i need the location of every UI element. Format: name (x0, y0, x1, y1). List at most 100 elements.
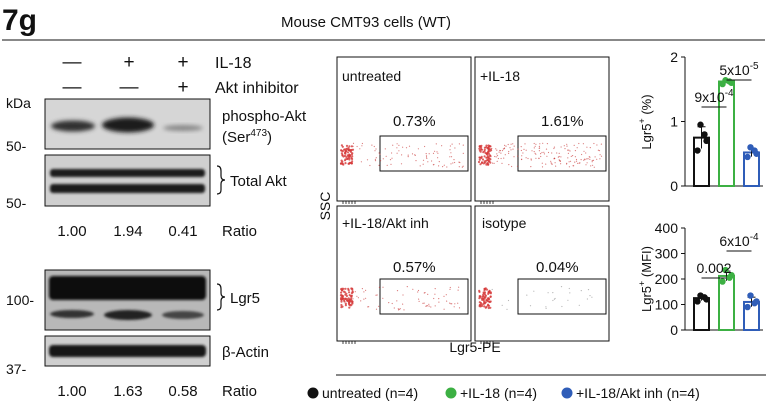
flow-event-negative (350, 292, 353, 295)
flow-event-negative (340, 291, 343, 294)
flow-event-positive (555, 165, 557, 167)
flow-event-positive (580, 159, 582, 161)
flow-event-positive (438, 165, 440, 167)
flow-event-positive (495, 148, 497, 150)
ratio-akt-2: 1.94 (113, 223, 142, 240)
flow-name-isotype: isotype (482, 215, 527, 231)
flow-event-negative (346, 151, 350, 154)
flow-event-positive (449, 156, 451, 158)
flow-event-positive (360, 300, 362, 302)
flow-event-positive (402, 303, 404, 305)
flow-event-positive (507, 143, 509, 146)
flow-event-positive (443, 164, 445, 166)
flow-event-positive (423, 292, 425, 294)
flow-event-negative (479, 295, 482, 298)
flow-event-negative (351, 160, 354, 163)
flow-event-negative (348, 291, 351, 294)
flow-event-positive (568, 149, 570, 151)
flow-event-positive (563, 145, 565, 147)
flow-event-positive (431, 160, 433, 162)
legend: untreated (n=4) +IL-18 (n=4) +IL-18/Akt … (307, 374, 766, 401)
flow-event-positive (560, 156, 562, 158)
data-point (728, 79, 735, 87)
flow-event-positive (396, 143, 398, 145)
flow-event-negative (350, 162, 353, 165)
flow-event-positive (568, 166, 571, 168)
flow-event-negative (350, 156, 353, 160)
flow-event-negative (481, 304, 484, 307)
flow-event-positive (564, 148, 566, 150)
flow-event-positive (428, 303, 430, 305)
flow-event-positive (535, 143, 537, 145)
flow-event-positive (559, 160, 561, 162)
flow-event-positive (600, 155, 603, 157)
flow-event-positive (525, 149, 527, 151)
flow-event-positive (520, 146, 522, 148)
band-phospho-2 (102, 117, 154, 133)
flow-event-positive (596, 158, 598, 160)
flow-event-positive (542, 142, 544, 144)
flow-event-positive (415, 160, 417, 162)
flow-event-positive (504, 144, 506, 146)
flow-event-positive (398, 144, 400, 146)
flow-event-positive (399, 308, 401, 310)
flow-event-positive (503, 157, 505, 159)
flow-panel-isotype (474, 205, 610, 342)
treatment-table: — + + IL-18 — — + Akt inhibitor (63, 52, 300, 98)
flow-event-positive (586, 298, 589, 300)
flow-event-negative (488, 300, 491, 303)
flow-event-positive (500, 157, 502, 160)
data-point (703, 137, 710, 145)
y-tick-label: 200 (655, 271, 679, 287)
flow-event-negative (345, 156, 348, 159)
flow-event-positive (458, 143, 460, 145)
flow-event-positive (496, 153, 498, 155)
flow-event-positive (365, 289, 367, 291)
bar-chart-percent: 0 1 2 Lgr5+ (%) 9x10-4 5x10-5 (637, 49, 763, 194)
flow-event-positive (424, 145, 426, 148)
flow-event-positive (494, 155, 496, 158)
flow-event-negative (480, 148, 484, 151)
flow-event-positive (510, 143, 512, 145)
flow-event-positive (417, 148, 419, 150)
flow-event-negative (483, 155, 486, 158)
flow-event-positive (401, 154, 403, 156)
flow-event-positive (567, 157, 569, 159)
flow-event-positive (425, 305, 428, 307)
flow-event-positive (437, 152, 439, 154)
flow-event-negative (348, 148, 351, 152)
flow-event-negative (348, 145, 351, 148)
flow-event-positive (583, 159, 585, 161)
flow-event-negative (347, 302, 351, 305)
flow-name-untreated: untreated (342, 68, 401, 84)
flow-event-positive (543, 151, 545, 153)
flow-event-positive (402, 294, 404, 296)
flow-event-positive (596, 144, 598, 146)
flow-event-negative (351, 152, 354, 155)
phospho-akt-label: phospho-Akt (222, 108, 307, 125)
flow-event-positive (574, 161, 576, 163)
flow-event-positive (451, 303, 453, 305)
flow-event-positive (561, 305, 563, 308)
flow-gate-isotype (517, 278, 607, 315)
akt-inh-mark-1: — (63, 77, 82, 98)
flow-event-positive (511, 165, 513, 168)
flow-event-negative (483, 305, 486, 308)
flow-event-positive (414, 154, 416, 156)
flow-event-positive (541, 151, 543, 154)
flow-event-positive (587, 158, 589, 160)
flow-event-positive (371, 144, 373, 146)
flow-event-positive (557, 156, 560, 158)
flow-event-positive (551, 152, 553, 154)
flow-event-positive (569, 292, 571, 294)
flow-event-positive (361, 288, 363, 290)
flow-event-positive (507, 299, 510, 302)
flow-event-negative (346, 299, 349, 302)
akt-inh-mark-2: — (120, 77, 139, 98)
flow-event-positive (378, 152, 380, 154)
y-tick-label: 0 (670, 178, 678, 194)
flow-event-positive (454, 161, 456, 164)
flow-event-positive (535, 153, 537, 155)
flow-event-positive (553, 146, 556, 148)
flow-event-positive (438, 298, 440, 300)
